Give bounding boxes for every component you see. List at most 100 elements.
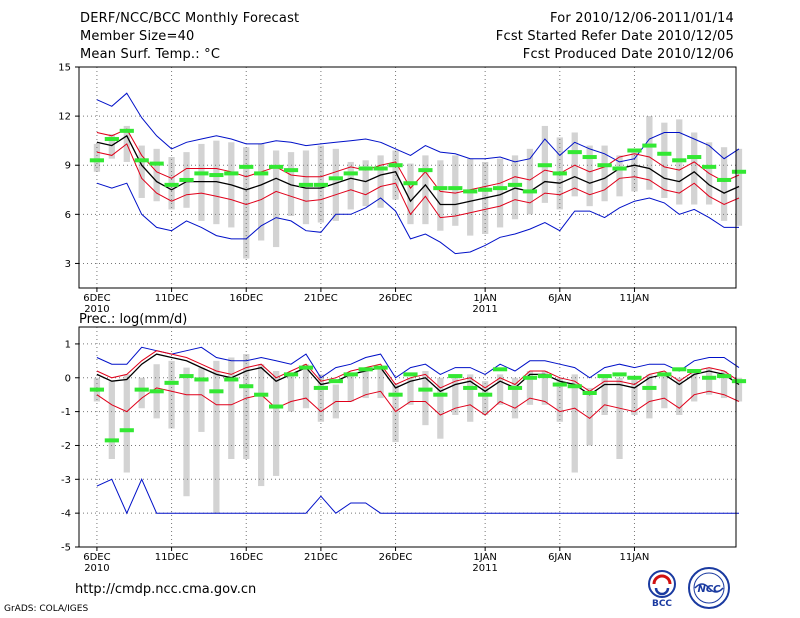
prec-observed-mark [702,375,717,380]
temp-spread-box [93,143,101,172]
temp-observed-mark [597,163,612,168]
prec-spread-box [183,367,190,497]
prec-spread-box [123,374,130,473]
prec-observed-mark [298,365,314,370]
variable-label: Mean Surf. Temp.: °C [80,47,221,62]
prec-observed-mark [731,379,747,384]
prec-spread-box [586,387,593,446]
prec-observed-mark [433,392,448,397]
temp-observed-mark [463,189,478,194]
prec-observed-mark [254,392,269,397]
prec-observed-mark [224,377,239,382]
prec-observed-mark [418,387,433,392]
temp-spread-box [377,155,384,208]
temp-spread-box [586,145,593,207]
temp-xtick-label: 1JAN [473,293,496,304]
prec-observed-mark [313,385,328,390]
temp-observed-mark [448,186,463,191]
temp-observed-mark [612,166,627,171]
temp-xtick-label: 11DEC [155,293,189,304]
prec-ytick-label: -3 [61,475,71,486]
prec-spread-lower-line [96,387,740,420]
temp-spread-box [452,155,459,226]
temp-observed-mark [657,151,672,156]
temp-xtick-year: 2011 [472,304,497,315]
prec-ensemble-mean-line [96,353,740,396]
temp-observed-mark [492,186,508,191]
temp-extreme-upper-line [96,92,740,163]
prec-observed-mark [507,385,523,390]
temp-observed-mark [388,163,403,168]
prec-spread-box [467,374,474,422]
prec-spread-box [616,377,623,459]
prec-spread-box [496,374,504,405]
temp-observed-mark [298,182,314,187]
prec-ytick-label: -1 [61,407,71,418]
prec-spread-box [362,371,369,399]
prec-observed-mark [492,367,508,372]
prec-spread-box [720,371,728,399]
temp-observed-mark [209,173,224,178]
prec-observed-mark [687,369,702,373]
prec-spread-box [631,377,638,415]
temp-spread-box [511,155,519,220]
prec-xtick-label: 26DEC [379,552,413,563]
temp-ytick-label: 6 [65,210,71,221]
prec-spread-box [317,374,325,422]
prec-observed-mark [283,372,299,377]
prec-xtick-label: 11JAN [620,552,650,563]
temp-observed-mark [716,177,732,182]
prec-observed-mark [89,387,105,392]
prec-spread-box [258,364,265,487]
ncc-logo-icon: NCC [688,567,730,609]
temp-spread-box [691,132,698,205]
prec-observed-mark [612,372,627,377]
temp-spread-box [735,148,743,226]
prec-spread-box [526,371,534,405]
temp-observed-mark [343,171,358,176]
temp-observed-mark [478,187,493,192]
temp-spread-box [347,161,354,210]
prec-spread-box [437,377,444,439]
temp-spread-lower-line [96,143,740,219]
temp-observed-mark [164,182,179,187]
prec-observed-mark [194,377,209,382]
source-url[interactable]: http://cmdp.ncc.cma.gov.cn [75,582,257,597]
prec-observed-mark [149,389,164,394]
prec-observed-mark [567,384,582,389]
prec-ytick-label: -2 [61,441,71,452]
chart-title: DERF/NCC/BCC Monthly Forecast [80,11,300,26]
temp-xtick-label: 6DEC [83,293,110,304]
temp-spread-box [198,143,205,221]
prec-observed-mark [164,380,179,385]
prec-spread-box [407,377,414,405]
prec-panel-title: Prec.: log(mm/d) [79,312,187,327]
temp-spread-box [467,158,474,236]
temp-spread-box [571,132,578,197]
prec-xtick-label: 1JAN [473,552,496,563]
prec-extreme-lower-line [96,478,739,515]
prec-observed-mark [597,374,612,379]
prec-ytick-label: 1 [65,339,71,350]
temp-observed-mark [134,158,149,163]
temp-observed-mark [119,128,134,133]
temp-spread-box [646,116,653,190]
prec-spread-box [511,377,519,419]
temp-xtick-label: 21DEC [304,293,338,304]
temp-observed-mark [328,176,343,181]
prec-observed-mark [343,372,358,377]
temp-observed-mark [433,186,448,191]
temp-observed-mark [149,161,164,166]
temp-plot-frame [78,66,737,289]
prec-observed-mark [448,374,463,379]
prec-observed-mark [582,391,597,395]
prec-spread-box [482,381,489,415]
prec-spread-box [646,374,653,419]
temp-observed-mark [239,164,254,169]
prec-observed-mark [134,387,149,392]
prec-observed-mark [358,367,373,372]
temp-observed-mark [731,169,747,174]
prec-spread-box [571,374,578,473]
